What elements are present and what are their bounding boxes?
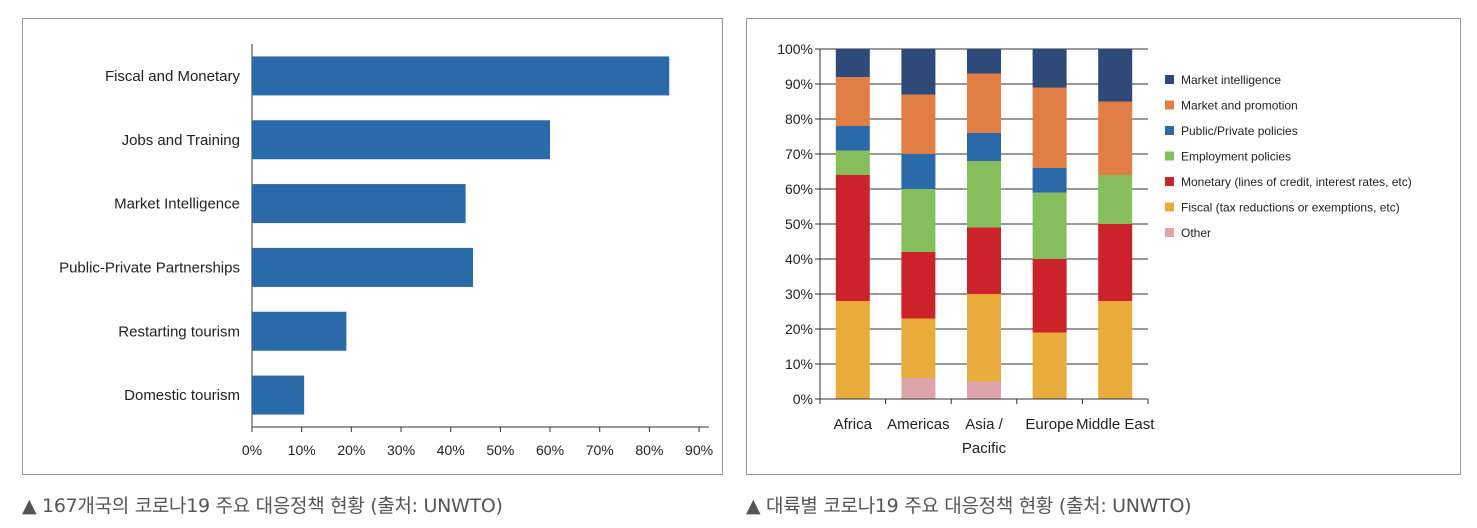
bar-segment — [967, 294, 1001, 382]
legend-label: Fiscal (tax reductions or exemptions, et… — [1181, 201, 1400, 215]
bar — [252, 184, 466, 224]
bar-segment — [1098, 224, 1133, 301]
left-chart-panel: Fiscal and Monetary Jobs and Training Mark… — [22, 18, 723, 475]
bar-segment — [901, 318, 936, 378]
bar-segment — [901, 378, 936, 399]
bar-segment — [967, 161, 1001, 228]
x-tick-label: 20% — [337, 442, 365, 458]
x-tick-label: 90% — [685, 442, 713, 458]
y-tick-label: 50% — [785, 216, 813, 232]
y-tick-label: 60% — [785, 181, 813, 197]
bar — [252, 120, 551, 160]
legend-label: Monetary (lines of credit, interest rate… — [1181, 175, 1412, 189]
bar-segment — [835, 77, 870, 126]
y-tick-label: 30% — [785, 286, 813, 302]
legend-label: Public/Private policies — [1181, 124, 1298, 138]
legend-swatch — [1165, 100, 1174, 110]
category-label: Restarting tourism — [118, 323, 240, 340]
category-label: Public-Private Partnerships — [59, 259, 240, 276]
x-tick-label: 70% — [586, 442, 614, 458]
bar-segment — [1098, 175, 1133, 224]
bar-segment — [835, 150, 870, 175]
category-label: Jobs and Training — [122, 132, 240, 149]
category-label: Africa — [834, 416, 873, 433]
y-tick-label: 90% — [785, 76, 813, 92]
y-tick-label: 80% — [785, 111, 813, 127]
legend-swatch — [1165, 228, 1174, 237]
bar-segment — [835, 301, 870, 399]
category-label: Fiscal and Monetary — [105, 68, 241, 85]
bar-segment — [967, 49, 1001, 74]
bar-segment — [1032, 192, 1067, 259]
y-tick-label: 10% — [785, 356, 813, 372]
x-tick-label: 50% — [486, 442, 514, 458]
bar-segment — [1098, 49, 1133, 102]
bar-segment — [1032, 168, 1067, 193]
category-label: Asia / — [965, 416, 1003, 433]
x-tick-label: 80% — [635, 442, 663, 458]
bar-segment — [967, 381, 1001, 399]
x-tick-label: 0% — [242, 442, 262, 458]
bar-segment — [901, 94, 936, 154]
bar-segment — [967, 133, 1001, 161]
bar-segment — [1032, 259, 1067, 333]
category-label: Middle East — [1076, 416, 1155, 433]
bar-segment — [901, 252, 936, 319]
right-chart-caption: ▲ 대륙별 코로나19 주요 대응정책 현황 (출처: UNWTO) — [746, 495, 1192, 517]
bar-segment — [1032, 87, 1067, 168]
y-tick-label: 0% — [793, 391, 813, 407]
bar-segment — [1098, 301, 1133, 399]
stacked-bar-chart: 0% 10% 20% 30% 40% 50% 60% 70% 80% 90% 100% Africa A… — [777, 41, 1412, 457]
category-label: Domestic tourism — [124, 387, 240, 404]
legend-swatch — [1165, 75, 1174, 84]
bar-segment — [835, 126, 870, 151]
legend-swatch — [1165, 202, 1174, 212]
legend-label: Employment policies — [1181, 150, 1291, 164]
x-tick-label: 30% — [387, 442, 415, 458]
legend-swatch — [1165, 126, 1174, 135]
right-chart-panel: 0% 10% 20% 30% 40% 50% 60% 70% 80% 90% 100% Africa A… — [746, 18, 1461, 475]
category-label: Americas — [887, 416, 950, 433]
y-tick-label: 70% — [785, 146, 813, 162]
legend-swatch — [1165, 151, 1174, 161]
legend-label: Market and promotion — [1181, 99, 1298, 113]
legend-swatch — [1165, 177, 1174, 186]
bar — [252, 375, 305, 415]
horizontal-bar-chart: Fiscal and Monetary Jobs and Training Mark… — [59, 44, 713, 458]
category-label: Europe — [1025, 416, 1073, 433]
bar-segment — [835, 175, 870, 301]
bar — [252, 311, 347, 351]
x-tick-label: 10% — [288, 442, 316, 458]
bar-segment — [1098, 101, 1133, 175]
bar-segment — [1032, 49, 1067, 88]
x-tick-label: 60% — [536, 442, 564, 458]
bar — [252, 56, 670, 96]
left-chart-caption: ▲ 167개국의 코로나19 주요 대응정책 현황 (출처: UNWTO) — [22, 495, 503, 517]
x-tick-label: 40% — [437, 442, 465, 458]
legend-label: Other — [1181, 226, 1211, 240]
y-tick-label: 20% — [785, 321, 813, 337]
bar-segment — [901, 154, 936, 189]
bar-segment — [967, 73, 1001, 133]
legend-label: Market intelligence — [1181, 73, 1281, 87]
y-tick-label: 100% — [777, 41, 813, 57]
bar-segment — [901, 189, 936, 252]
bar-segment — [1032, 332, 1067, 399]
bar-segment — [835, 49, 870, 77]
bar — [252, 247, 474, 287]
bar-segment — [901, 49, 936, 95]
y-tick-label: 40% — [785, 251, 813, 267]
bar-segment — [967, 227, 1001, 294]
category-label-line2: Pacific — [962, 440, 1007, 457]
category-label: Market Intelligence — [114, 196, 240, 213]
